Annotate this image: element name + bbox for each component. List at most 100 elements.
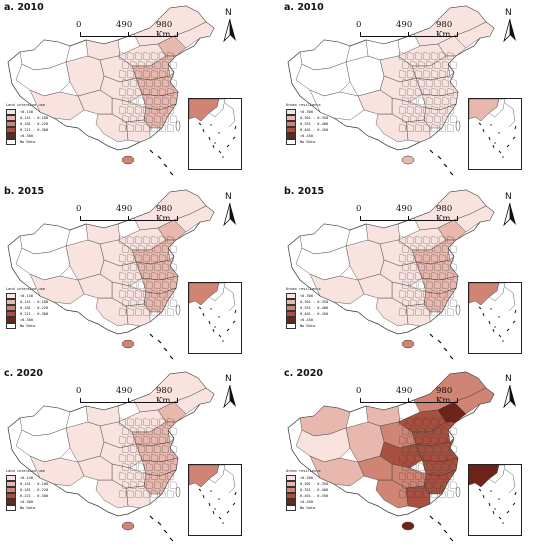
city-boundary [398, 123, 407, 133]
city-boundary [409, 262, 418, 272]
legend-label: No Data [300, 505, 316, 510]
city-boundary [401, 244, 410, 254]
city-boundary [414, 123, 423, 133]
city-boundary [422, 253, 431, 263]
city-boundary [401, 60, 410, 70]
scale-tick-2: 980 Km [436, 204, 453, 224]
legend-swatch [6, 139, 16, 146]
legend-label: >0.300 [20, 499, 33, 504]
city-boundary [126, 271, 135, 281]
city-boundary [126, 69, 135, 79]
city-boundary [430, 51, 439, 61]
region-4 [437, 401, 467, 423]
city-boundary [161, 444, 170, 454]
legend-swatch [6, 109, 16, 116]
city-boundary [153, 60, 162, 70]
scale-tick-1: 490 [116, 204, 133, 214]
sea-boundary-dash [169, 171, 174, 176]
legend-label: No Data [20, 505, 36, 510]
city-boundary [409, 298, 418, 308]
region-18 [309, 89, 365, 121]
city-boundary [158, 271, 167, 281]
legend-title: Urban resilience [286, 287, 321, 291]
scale-tick-1: 490 [116, 386, 133, 396]
scale-bar-mid [128, 216, 129, 220]
city-boundary [401, 462, 410, 472]
legend-item: 0.351 - 0.400 [286, 121, 328, 128]
city-boundary [449, 426, 458, 436]
hainan-island [401, 155, 415, 165]
legend-item: No Data [6, 323, 48, 330]
city-boundary [169, 114, 178, 124]
region-17 [295, 61, 351, 97]
city-boundary [422, 435, 431, 445]
region-12 [125, 303, 151, 327]
city-boundary [153, 78, 162, 88]
city-boundary [169, 244, 178, 254]
city-boundary [422, 453, 431, 463]
sea-boundary-dash [449, 171, 454, 176]
city-boundary [166, 51, 175, 61]
city-boundary [145, 78, 154, 88]
arrow-shape-icon [223, 19, 236, 43]
china-map [7, 189, 215, 360]
map-panel-ur2020: c. 2020 0 490 980 Km N Urban resilience <0.30… [280, 366, 550, 546]
legend-item: No Data [286, 323, 328, 330]
city-boundary [158, 105, 167, 115]
city-boundary [417, 480, 426, 490]
city-boundary [401, 426, 410, 436]
legend-label: 0.141 - 0.180 [20, 115, 49, 120]
scale-bar: 0 490 980 Km [356, 204, 466, 224]
scale-tick-0: 0 [76, 20, 82, 30]
map-legend: Land intensive use <0.140 0.141 - 0.180 0.1… [6, 469, 49, 512]
city-boundary [425, 426, 434, 436]
city-boundary [121, 480, 130, 490]
city-boundary [166, 271, 175, 281]
city-boundary [398, 489, 407, 499]
city-boundary [438, 289, 447, 299]
city-boundary [137, 426, 146, 436]
city-boundary [417, 114, 426, 124]
city-boundary [398, 453, 407, 463]
scale-bar: 0 490 980 Km [76, 20, 186, 40]
legend-item: >0.450 [286, 499, 328, 506]
taiwan-island [175, 486, 181, 498]
city-boundary [398, 417, 407, 427]
legend-label: <0.300 [300, 109, 313, 114]
city-boundary [134, 435, 143, 445]
city-boundary [145, 444, 154, 454]
city-boundary [142, 69, 151, 79]
city-boundary [414, 435, 423, 445]
city-boundary [406, 271, 415, 281]
legend-title: Land intensive use [6, 287, 45, 291]
city-boundary [153, 426, 162, 436]
scale-bar-mid [128, 32, 129, 36]
city-boundary [142, 435, 151, 445]
city-boundary [441, 96, 450, 106]
sea-boundary-dash [149, 149, 154, 154]
legend-item: <0.140 [6, 293, 48, 300]
city-boundary [409, 114, 418, 124]
city-boundary [433, 244, 442, 254]
arrow-shape-icon [503, 385, 516, 409]
north-arrow-icon: N [222, 192, 238, 227]
city-boundary [422, 289, 431, 299]
city-boundary [430, 69, 439, 79]
region-15 [345, 55, 385, 97]
city-boundary [449, 262, 458, 272]
inset-map [189, 465, 237, 524]
city-boundary [417, 60, 426, 70]
legend-label: 0.181 - 0.220 [20, 487, 49, 492]
city-boundary [422, 471, 431, 481]
legend-item: 0.301 - 0.350 [286, 299, 328, 306]
city-boundary [166, 253, 175, 263]
region-4 [157, 35, 187, 57]
city-boundary [118, 307, 127, 317]
north-arrow-icon: N [502, 192, 518, 227]
city-boundary [118, 87, 127, 97]
city-boundary [438, 87, 447, 97]
city-boundary [169, 480, 178, 490]
city-boundary [441, 60, 450, 70]
city-boundary [129, 60, 138, 70]
city-boundary [158, 417, 167, 427]
